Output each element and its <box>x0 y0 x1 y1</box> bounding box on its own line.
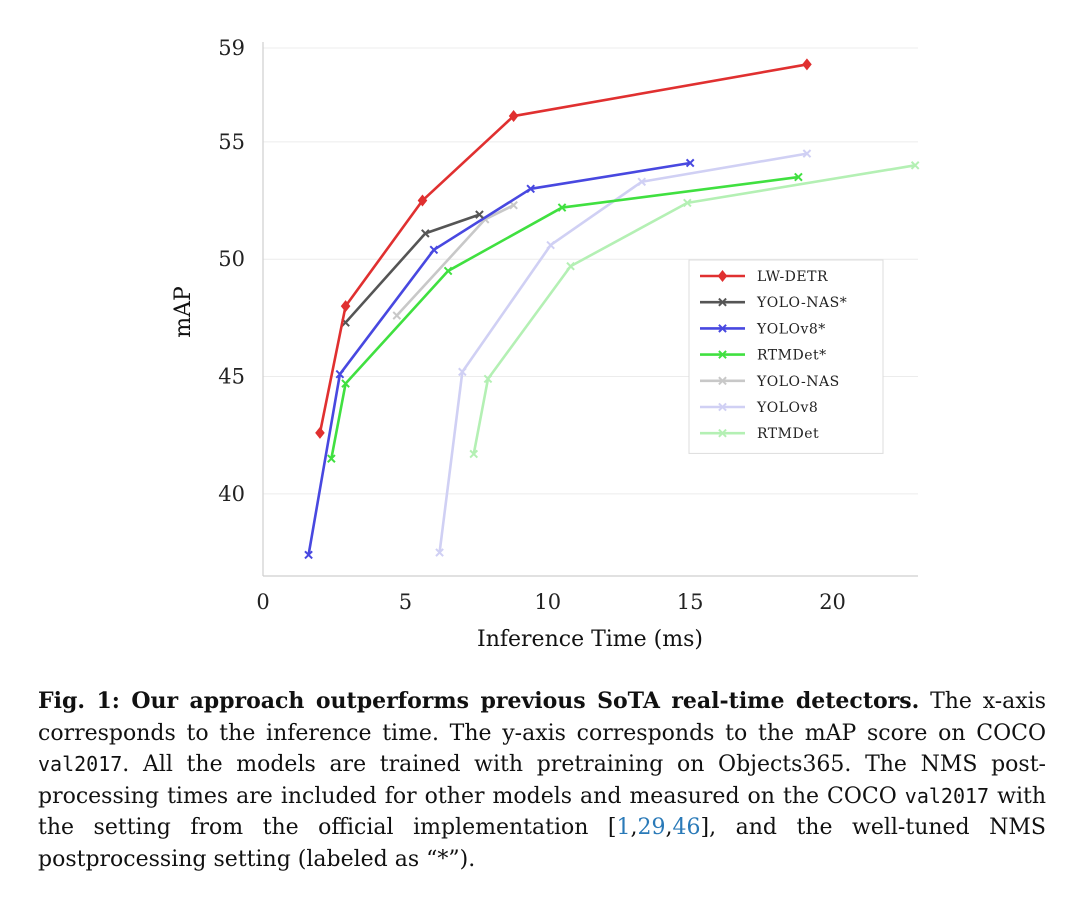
legend-marker-lw-detr <box>717 269 728 283</box>
point-rtmdet-star <box>341 379 350 388</box>
legend-item-yolov8: YOLOv8 <box>700 400 818 416</box>
legend-label-rtmdet-star: RTMDet* <box>757 348 827 364</box>
line-yolo-nas-star <box>344 213 480 324</box>
y-tick-label: 40 <box>218 482 245 506</box>
legend-label-rtmdet: RTMDet <box>757 426 819 442</box>
caption-fig-label: Fig. 1: Our approach outperforms previou… <box>38 688 920 714</box>
caption-ref-2[interactable]: 29 <box>637 815 666 840</box>
y-tick-label: 59 <box>218 36 245 60</box>
legend-marker-rtmdet-star <box>718 350 727 359</box>
point-yolov8-star <box>335 369 345 379</box>
legend: LW-DETR YOLO-NAS* YOLOv8* RTMDet* YOLO-NAS YO… <box>688 259 884 454</box>
point-yolov8-star <box>429 245 439 255</box>
series-lw-detr <box>315 58 812 439</box>
legend-marker-rtmdet <box>718 428 727 438</box>
legend-marker-yolo-nas <box>718 376 727 386</box>
tick-labels: 0 5 10 15 20 40 45 50 55 59 <box>218 36 846 614</box>
legend-label-yolov8-star: YOLOv8* <box>756 321 826 337</box>
caption-sep-1: , <box>630 815 638 840</box>
x-tick-label: 15 <box>677 590 704 614</box>
legend-item-yolo-nas-star: YOLO-NAS* <box>700 295 847 311</box>
figure-caption: Fig. 1: Our approach outperforms previou… <box>38 686 1046 875</box>
point-yolov8 <box>435 548 444 557</box>
legend-item-rtmdet: RTMDet <box>700 426 819 442</box>
legend-item-lw-detr: LW-DETR <box>700 269 828 285</box>
point-yolov8-star <box>526 184 536 194</box>
point-rtmdet <box>566 261 575 271</box>
point-yolov8-star <box>685 158 695 168</box>
axes <box>262 42 918 577</box>
point-lw-detr <box>508 110 519 123</box>
point-rtmdet <box>683 198 692 208</box>
legend-label-yolo-nas: YOLO-NAS <box>756 374 840 390</box>
legend-label-yolov8: YOLOv8 <box>756 400 818 416</box>
caption-code-1: val2017 <box>38 752 123 776</box>
point-yolov8 <box>546 240 555 250</box>
y-tick-label: 50 <box>218 247 245 271</box>
y-tick-label: 55 <box>218 130 245 154</box>
series-rtmdet-star <box>327 172 803 463</box>
series-rtmdet <box>469 161 920 459</box>
point-rtmdet <box>910 161 920 170</box>
series-yolov8 <box>435 149 812 557</box>
point-rtmdet-star <box>557 203 567 212</box>
point-yolov8 <box>802 149 812 158</box>
x-axis-title: Inference Time (ms) <box>477 627 703 652</box>
point-yolo-nas <box>509 200 518 210</box>
caption-text-2: . All the models are trained with pretra… <box>38 752 1046 809</box>
point-yolov8 <box>458 367 467 377</box>
legend-marker-yolov8-star <box>718 324 727 333</box>
point-rtmdet-star <box>794 172 803 182</box>
legend-label-yolo-nas-star: YOLO-NAS* <box>756 295 847 311</box>
caption-text-4: ], and the well-tuned NMS postprocessing… <box>38 815 1046 872</box>
caption-ref-3[interactable]: 46 <box>672 815 701 840</box>
caption-text-1: The x-axis corresponds to the inference … <box>38 689 1046 746</box>
point-yolov8 <box>637 177 647 187</box>
caption-code-2: val2017 <box>904 783 990 808</box>
caption-sep-2: , <box>665 815 673 840</box>
series-yolo-nas <box>392 200 518 320</box>
x-tick-label: 10 <box>534 590 561 614</box>
x-tick-label: 0 <box>256 590 269 614</box>
point-lw-detr <box>340 300 351 313</box>
legend-marker-yolov8 <box>718 402 727 412</box>
legend-marker-yolo-nas-star <box>718 297 727 307</box>
point-yolo-nas-star <box>421 229 430 238</box>
legend-label-lw-detr: LW-DETR <box>757 269 828 285</box>
point-lw-detr <box>315 426 325 439</box>
point-yolov8-star <box>304 550 313 560</box>
point-lw-detr <box>417 194 428 207</box>
x-tick-label: 5 <box>399 590 412 614</box>
point-yolo-nas <box>392 311 402 320</box>
legend-item-yolov8-star: YOLOv8* <box>700 321 826 337</box>
series-layer <box>304 58 920 560</box>
y-tick-label: 45 <box>218 365 245 389</box>
line-yolov8-star <box>307 161 691 556</box>
caption-ref-1[interactable]: 1 <box>616 815 631 840</box>
caption-text-3: with the setting from the official imple… <box>38 783 1046 841</box>
y-axis-title: mAP <box>171 286 196 338</box>
legend-item-yolo-nas: YOLO-NAS <box>700 374 840 390</box>
series-yolov8-star <box>304 158 695 560</box>
point-rtmdet-star <box>327 454 336 463</box>
chart: 0 5 10 15 20 40 45 50 55 59 Inference Time (ms) m… <box>171 36 920 652</box>
legend-item-rtmdet-star: RTMDet* <box>700 348 827 364</box>
point-lw-detr <box>802 58 812 71</box>
point-yolo-nas-star <box>475 210 484 219</box>
point-rtmdet <box>483 374 493 384</box>
x-tick-label: 20 <box>819 590 846 614</box>
point-rtmdet <box>469 449 479 459</box>
series-yolo-nas-star <box>341 210 484 327</box>
point-rtmdet-star <box>443 266 453 276</box>
